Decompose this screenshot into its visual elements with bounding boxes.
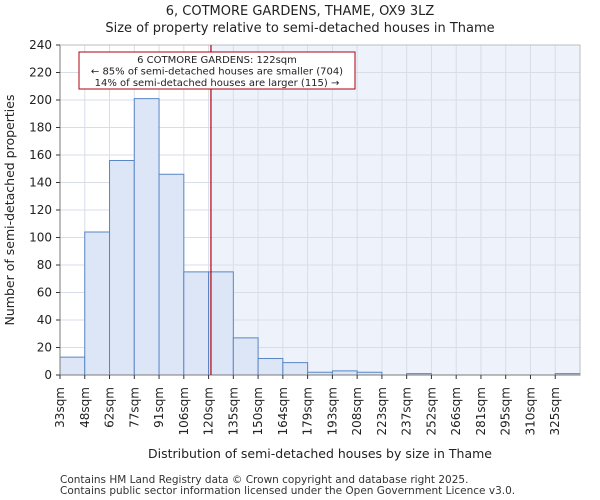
bar-33sqm xyxy=(59,356,86,376)
footer-line-1: Contains HM Land Registry data © Crown c… xyxy=(60,474,469,486)
y-tick-label: 140 xyxy=(29,176,52,190)
y-tick-label: 160 xyxy=(29,148,52,162)
x-tick-label: 252sqm xyxy=(424,387,438,435)
x-tick-label: 281sqm xyxy=(474,387,488,435)
y-tick-label: 40 xyxy=(37,313,52,327)
bar-150sqm xyxy=(257,358,284,376)
y-tick-label: 100 xyxy=(29,231,52,245)
y-tick-label: 180 xyxy=(29,121,52,135)
footer-line-2: Contains public sector information licen… xyxy=(60,485,516,497)
x-tick-label: 223sqm xyxy=(375,387,389,435)
annotation-line-2: ← 85% of semi-detached houses are smalle… xyxy=(91,67,343,78)
bar-164sqm xyxy=(282,362,309,376)
x-tick-label: 77sqm xyxy=(127,387,141,428)
bar-120sqm xyxy=(208,271,234,376)
x-axis-label: Distribution of semi-detached houses by … xyxy=(148,446,492,461)
bar-193sqm xyxy=(331,370,358,376)
y-tick-label: 200 xyxy=(29,93,52,107)
y-tick-label: 60 xyxy=(37,286,52,300)
x-tick-label: 310sqm xyxy=(523,387,537,435)
chart-title: 6, COTMORE GARDENS, THAME, OX9 3LZ xyxy=(165,4,435,19)
bar-62sqm xyxy=(109,160,135,376)
y-tick-label: 220 xyxy=(29,66,52,80)
x-tick-label: 295sqm xyxy=(499,387,513,435)
x-tick-label: 164sqm xyxy=(276,387,290,435)
x-tick-label: 48sqm xyxy=(78,387,92,428)
x-tick-label: 91sqm xyxy=(152,387,166,428)
x-tick-label: 33sqm xyxy=(53,387,67,428)
x-tick-label: 208sqm xyxy=(350,387,364,435)
bar-135sqm xyxy=(232,337,259,376)
bar-48sqm xyxy=(84,231,111,376)
chart-subtitle: Size of property relative to semi-detach… xyxy=(105,21,495,36)
x-tick-label: 150sqm xyxy=(251,387,265,435)
y-tick-label: 120 xyxy=(29,203,52,217)
y-tick-label: 20 xyxy=(37,341,52,355)
annotation-line-3: 14% of semi-detached houses are larger (… xyxy=(95,78,340,89)
y-axis-label: Number of semi-detached properties xyxy=(2,95,17,326)
bar-106sqm xyxy=(183,271,210,376)
y-tick-label: 240 xyxy=(29,38,52,52)
x-tick-label: 179sqm xyxy=(301,387,315,435)
x-tick-label: 325sqm xyxy=(548,387,562,435)
x-tick-label: 135sqm xyxy=(226,387,240,435)
y-tick-label: 0 xyxy=(44,368,52,382)
bar-91sqm xyxy=(158,173,185,376)
x-tick-label: 237sqm xyxy=(400,387,414,435)
x-tick-label: 62sqm xyxy=(103,387,117,428)
y-tick-label: 80 xyxy=(37,258,52,272)
x-tick-label: 266sqm xyxy=(449,387,463,435)
x-tick-label: 120sqm xyxy=(202,387,216,435)
bar-77sqm xyxy=(133,98,160,376)
annotation-box xyxy=(78,51,356,90)
annotation-line-1: 6 COTMORE GARDENS: 122sqm xyxy=(137,55,297,66)
x-tick-label: 106sqm xyxy=(177,387,191,435)
x-tick-label: 193sqm xyxy=(325,387,339,435)
